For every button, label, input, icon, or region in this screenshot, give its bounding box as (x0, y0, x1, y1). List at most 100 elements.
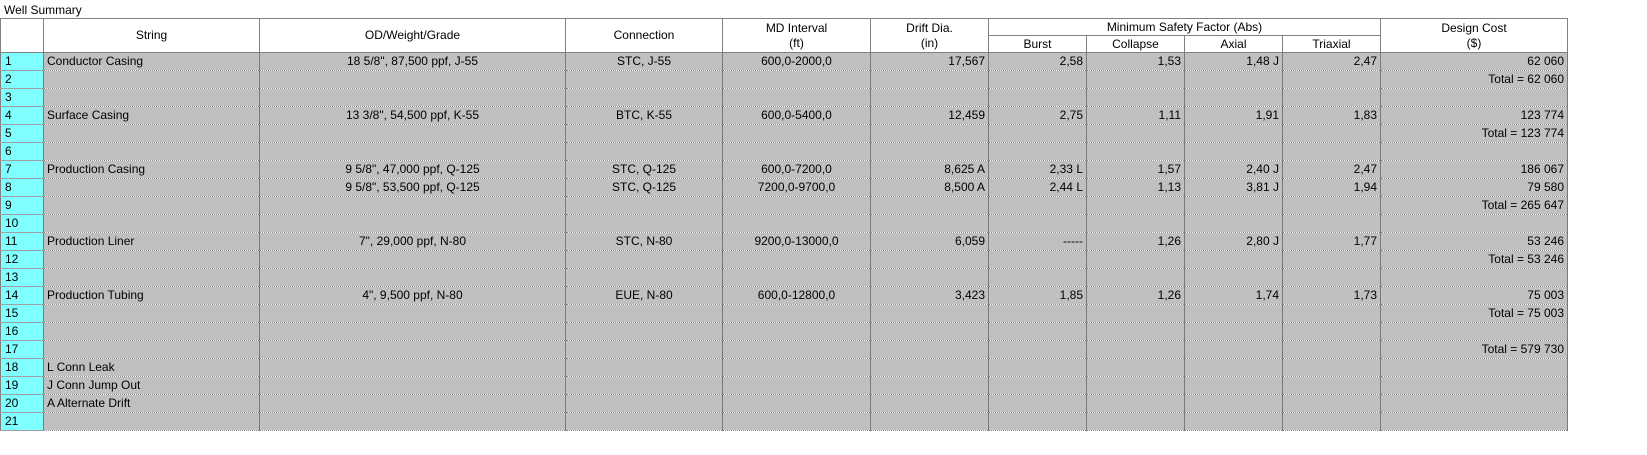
cell-string[interactable]: J Conn Jump Out (43, 376, 260, 395)
cell-od-weight-grade[interactable]: 7", 29,000 ppf, N-80 (259, 232, 566, 251)
table-row[interactable]: 20 A Alternate Drift (0, 394, 1568, 413)
cell-connection[interactable]: EUE, N-80 (565, 286, 723, 305)
cell-od-weight-grade[interactable] (259, 322, 566, 341)
cell-connection[interactable] (565, 304, 723, 323)
cell-triaxial[interactable] (1282, 88, 1381, 107)
cell-od-weight-grade[interactable]: 18 5/8", 87,500 ppf, J-55 (259, 52, 566, 71)
cell-od-weight-grade[interactable] (259, 124, 566, 143)
cell-axial[interactable] (1184, 268, 1283, 287)
cell-burst[interactable]: 2,44 L (988, 178, 1087, 197)
cell-od-weight-grade[interactable] (259, 304, 566, 323)
cell-connection[interactable] (565, 70, 723, 89)
cell-burst[interactable] (988, 88, 1087, 107)
row-number[interactable]: 11 (0, 232, 44, 251)
cell-design-cost[interactable] (1380, 142, 1568, 161)
row-number[interactable]: 10 (0, 214, 44, 233)
cell-connection[interactable] (565, 268, 723, 287)
cell-triaxial[interactable] (1282, 322, 1381, 341)
cell-drift-dia[interactable] (870, 250, 989, 269)
row-number[interactable]: 21 (0, 412, 44, 431)
cell-axial[interactable] (1184, 124, 1283, 143)
table-row[interactable]: 21 (0, 412, 1568, 431)
cell-triaxial[interactable] (1282, 358, 1381, 377)
cell-axial[interactable]: 3,81 J (1184, 178, 1283, 197)
cell-drift-dia[interactable]: 3,423 (870, 286, 989, 305)
table-row[interactable]: 6 (0, 142, 1568, 161)
cell-md-interval[interactable] (722, 70, 871, 89)
cell-collapse[interactable] (1086, 304, 1185, 323)
cell-drift-dia[interactable] (870, 340, 989, 359)
cell-burst[interactable] (988, 250, 1087, 269)
cell-connection[interactable] (565, 250, 723, 269)
cell-connection[interactable] (565, 88, 723, 107)
table-row[interactable]: 18 L Conn Leak (0, 358, 1568, 377)
col-header-md-interval[interactable]: MD Interval (ft) (722, 18, 871, 53)
cell-collapse[interactable] (1086, 70, 1185, 89)
cell-connection[interactable] (565, 214, 723, 233)
cell-string[interactable] (43, 412, 260, 431)
cell-axial[interactable] (1184, 322, 1283, 341)
cell-triaxial[interactable]: 2,47 (1282, 160, 1381, 179)
table-row[interactable]: 4 Surface Casing 13 3/8", 54,500 ppf, K-55… (0, 106, 1568, 125)
cell-axial[interactable] (1184, 304, 1283, 323)
row-number[interactable]: 19 (0, 376, 44, 395)
cell-string[interactable] (43, 214, 260, 233)
cell-design-cost[interactable] (1380, 268, 1568, 287)
cell-axial[interactable] (1184, 250, 1283, 269)
cell-design-cost[interactable] (1380, 214, 1568, 233)
cell-od-weight-grade[interactable]: 4", 9,500 ppf, N-80 (259, 286, 566, 305)
cell-design-cost[interactable] (1380, 412, 1568, 431)
cell-design-cost[interactable] (1380, 394, 1568, 413)
cell-drift-dia[interactable] (870, 322, 989, 341)
cell-connection[interactable] (565, 142, 723, 161)
cell-string[interactable] (43, 70, 260, 89)
cell-connection[interactable] (565, 394, 723, 413)
cell-md-interval[interactable] (722, 196, 871, 215)
cell-od-weight-grade[interactable]: 13 3/8", 54,500 ppf, K-55 (259, 106, 566, 125)
row-number[interactable]: 5 (0, 124, 44, 143)
cell-burst[interactable] (988, 358, 1087, 377)
cell-connection[interactable]: STC, Q-125 (565, 160, 723, 179)
cell-md-interval[interactable]: 600,0-5400,0 (722, 106, 871, 125)
cell-triaxial[interactable] (1282, 394, 1381, 413)
cell-string[interactable]: Production Casing (43, 160, 260, 179)
cell-collapse[interactable] (1086, 142, 1185, 161)
cell-connection[interactable] (565, 358, 723, 377)
cell-collapse[interactable] (1086, 358, 1185, 377)
cell-drift-dia[interactable] (870, 376, 989, 395)
cell-md-interval[interactable] (722, 412, 871, 431)
cell-md-interval[interactable] (722, 340, 871, 359)
table-row[interactable]: 1 Conductor Casing 18 5/8", 87,500 ppf, J-… (0, 52, 1568, 71)
cell-axial[interactable] (1184, 376, 1283, 395)
cell-od-weight-grade[interactable] (259, 412, 566, 431)
cell-connection[interactable] (565, 412, 723, 431)
cell-design-cost[interactable]: Total = 265 647 (1380, 196, 1568, 215)
cell-collapse[interactable] (1086, 88, 1185, 107)
cell-od-weight-grade[interactable] (259, 268, 566, 287)
cell-axial[interactable]: 2,80 J (1184, 232, 1283, 251)
cell-drift-dia[interactable] (870, 268, 989, 287)
cell-collapse[interactable] (1086, 124, 1185, 143)
cell-od-weight-grade[interactable] (259, 358, 566, 377)
cell-od-weight-grade[interactable] (259, 250, 566, 269)
cell-string[interactable] (43, 88, 260, 107)
cell-od-weight-grade[interactable] (259, 88, 566, 107)
cell-drift-dia[interactable] (870, 412, 989, 431)
cell-burst[interactable] (988, 214, 1087, 233)
row-number[interactable]: 14 (0, 286, 44, 305)
cell-drift-dia[interactable]: 12,459 (870, 106, 989, 125)
cell-drift-dia[interactable]: 17,567 (870, 52, 989, 71)
cell-triaxial[interactable]: 1,94 (1282, 178, 1381, 197)
cell-design-cost[interactable]: 123 774 (1380, 106, 1568, 125)
cell-triaxial[interactable] (1282, 142, 1381, 161)
cell-burst[interactable] (988, 376, 1087, 395)
cell-string[interactable] (43, 178, 260, 197)
col-header-drift[interactable]: Drift Dia. (in) (870, 18, 989, 53)
cell-od-weight-grade[interactable] (259, 196, 566, 215)
cell-drift-dia[interactable]: 8,625 A (870, 160, 989, 179)
cell-burst[interactable] (988, 70, 1087, 89)
cell-burst[interactable] (988, 304, 1087, 323)
col-header-axial[interactable]: Axial (1184, 35, 1283, 53)
row-number[interactable]: 6 (0, 142, 44, 161)
cell-design-cost[interactable]: 75 003 (1380, 286, 1568, 305)
